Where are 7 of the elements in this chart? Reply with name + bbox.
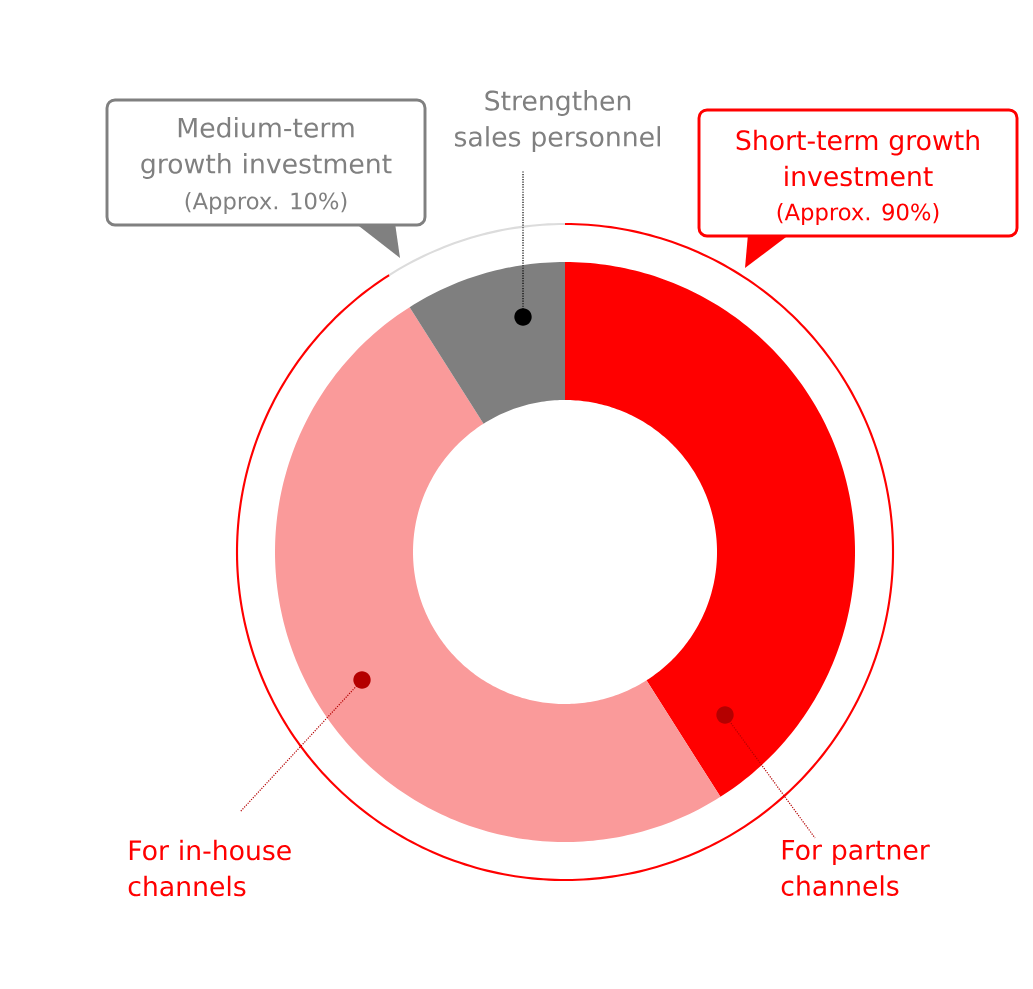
text: (Approx. 10%) [185, 192, 347, 214]
text: (Approx. 90%) [777, 203, 939, 225]
text: Short-term growth investment [736, 129, 979, 187]
slice-label: For in-house channels [128, 839, 291, 897]
text: Medium-term growth investment [141, 117, 392, 179]
slice-label: Strengthen sales personnel [454, 90, 660, 152]
slice-label: For partner channels [781, 840, 930, 896]
